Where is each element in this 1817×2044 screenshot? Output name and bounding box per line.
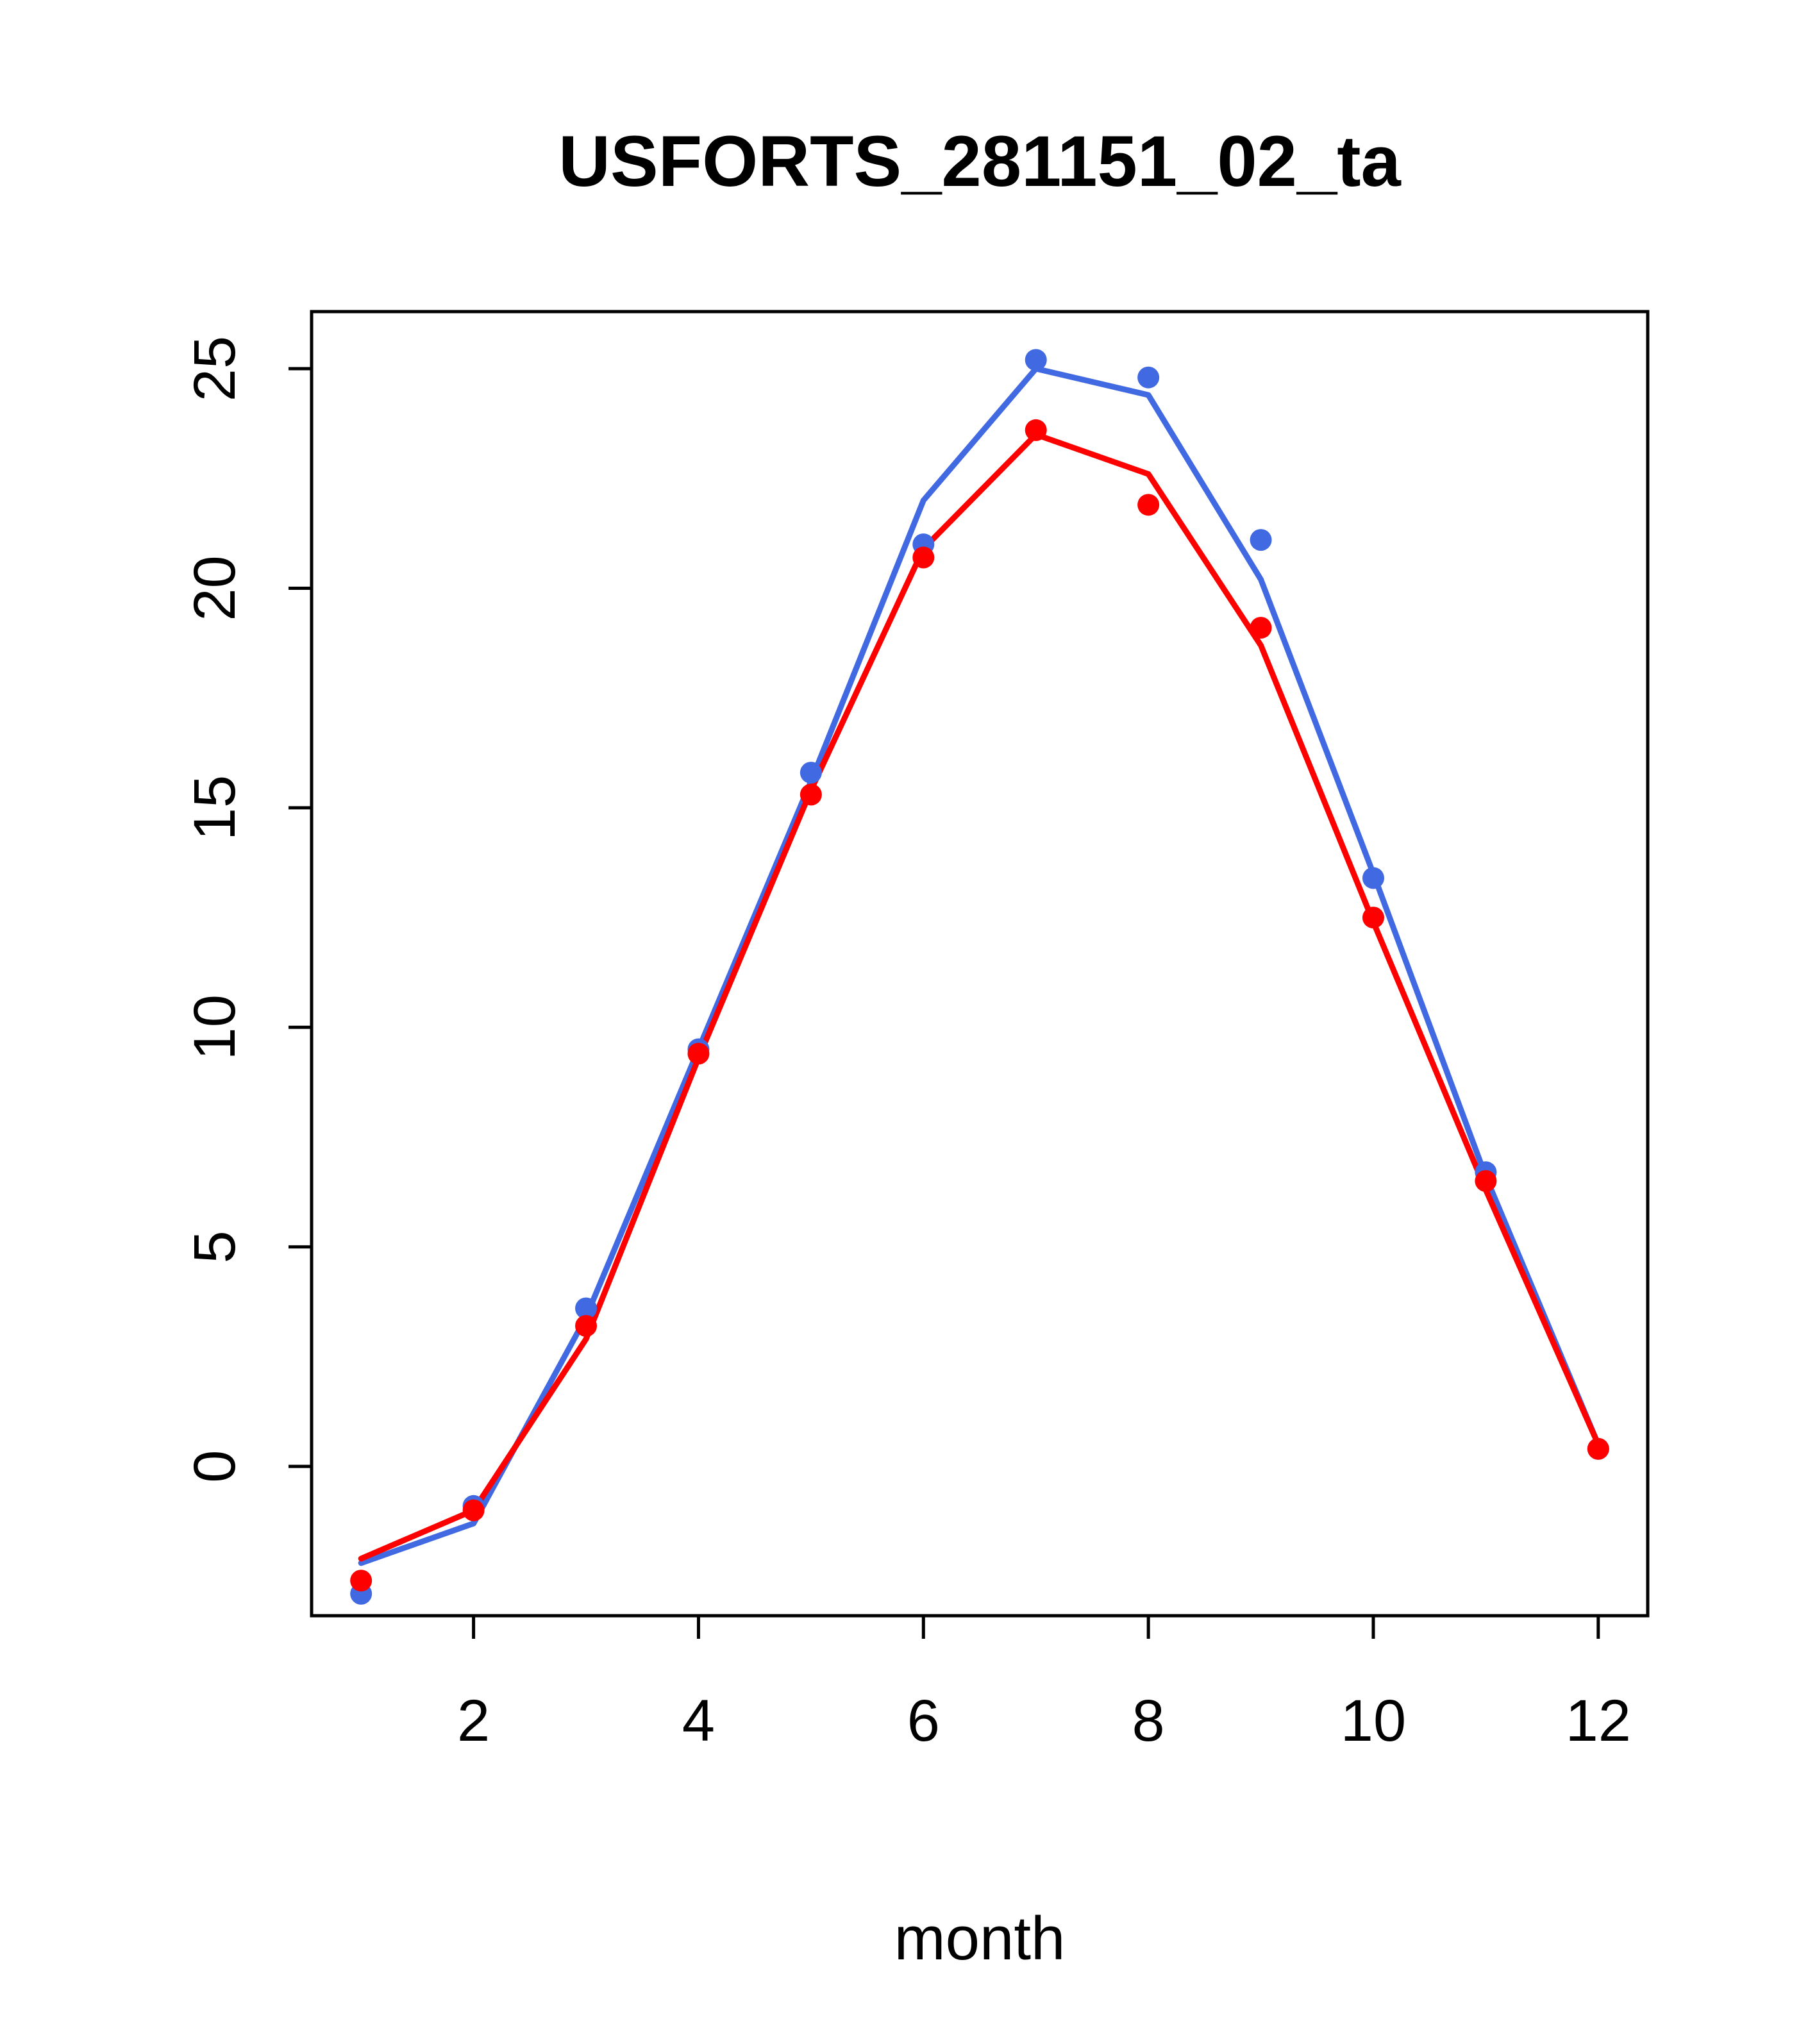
- data-point-red-points: [912, 546, 935, 569]
- data-point-red-points: [1025, 419, 1047, 441]
- x-tick-label: 6: [907, 1688, 940, 1754]
- x-tick-label: 8: [1132, 1688, 1165, 1754]
- data-point-red-points: [350, 1570, 373, 1592]
- data-point-blue-points: [800, 762, 822, 784]
- data-point-red-points: [1475, 1170, 1497, 1192]
- x-tick-label: 10: [1341, 1688, 1406, 1754]
- data-point-red-points: [800, 783, 822, 806]
- data-point-red-points: [1250, 617, 1272, 639]
- data-point-red-points: [1587, 1437, 1609, 1460]
- x-tick-label: 12: [1566, 1688, 1631, 1754]
- y-tick-label: 20: [182, 555, 247, 621]
- y-tick-label: 10: [182, 994, 247, 1060]
- data-point-blue-points: [575, 1297, 598, 1319]
- data-point-blue-points: [1025, 349, 1047, 371]
- y-tick-label: 5: [182, 1230, 247, 1263]
- data-point-red-points: [575, 1315, 598, 1337]
- series-line-red-line: [358, 431, 1602, 1562]
- chart-title: USFORTS_281151_02_ta: [558, 121, 1401, 201]
- data-point-red-points: [1137, 494, 1160, 516]
- data-point-red-points: [1362, 907, 1384, 929]
- data-point-blue-points: [1137, 366, 1160, 389]
- x-axis-label: month: [894, 1904, 1066, 1973]
- data-point-red-points: [462, 1499, 485, 1521]
- plot-area: 2 4 6 8 10 12 0 5 10 15 20 25: [182, 310, 1650, 1754]
- x-tick-label: 2: [457, 1688, 490, 1754]
- x-tick-label: 4: [682, 1688, 715, 1754]
- y-tick-label: 15: [182, 775, 247, 841]
- series-line-blue-line: [358, 365, 1602, 1566]
- plot-box: [310, 310, 1650, 1618]
- y-tick-label: 25: [182, 336, 247, 401]
- data-point-red-points: [687, 1043, 710, 1065]
- y-tick-label: 0: [182, 1450, 247, 1483]
- data-point-blue-points: [1362, 867, 1384, 889]
- data-point-blue-points: [1250, 529, 1272, 551]
